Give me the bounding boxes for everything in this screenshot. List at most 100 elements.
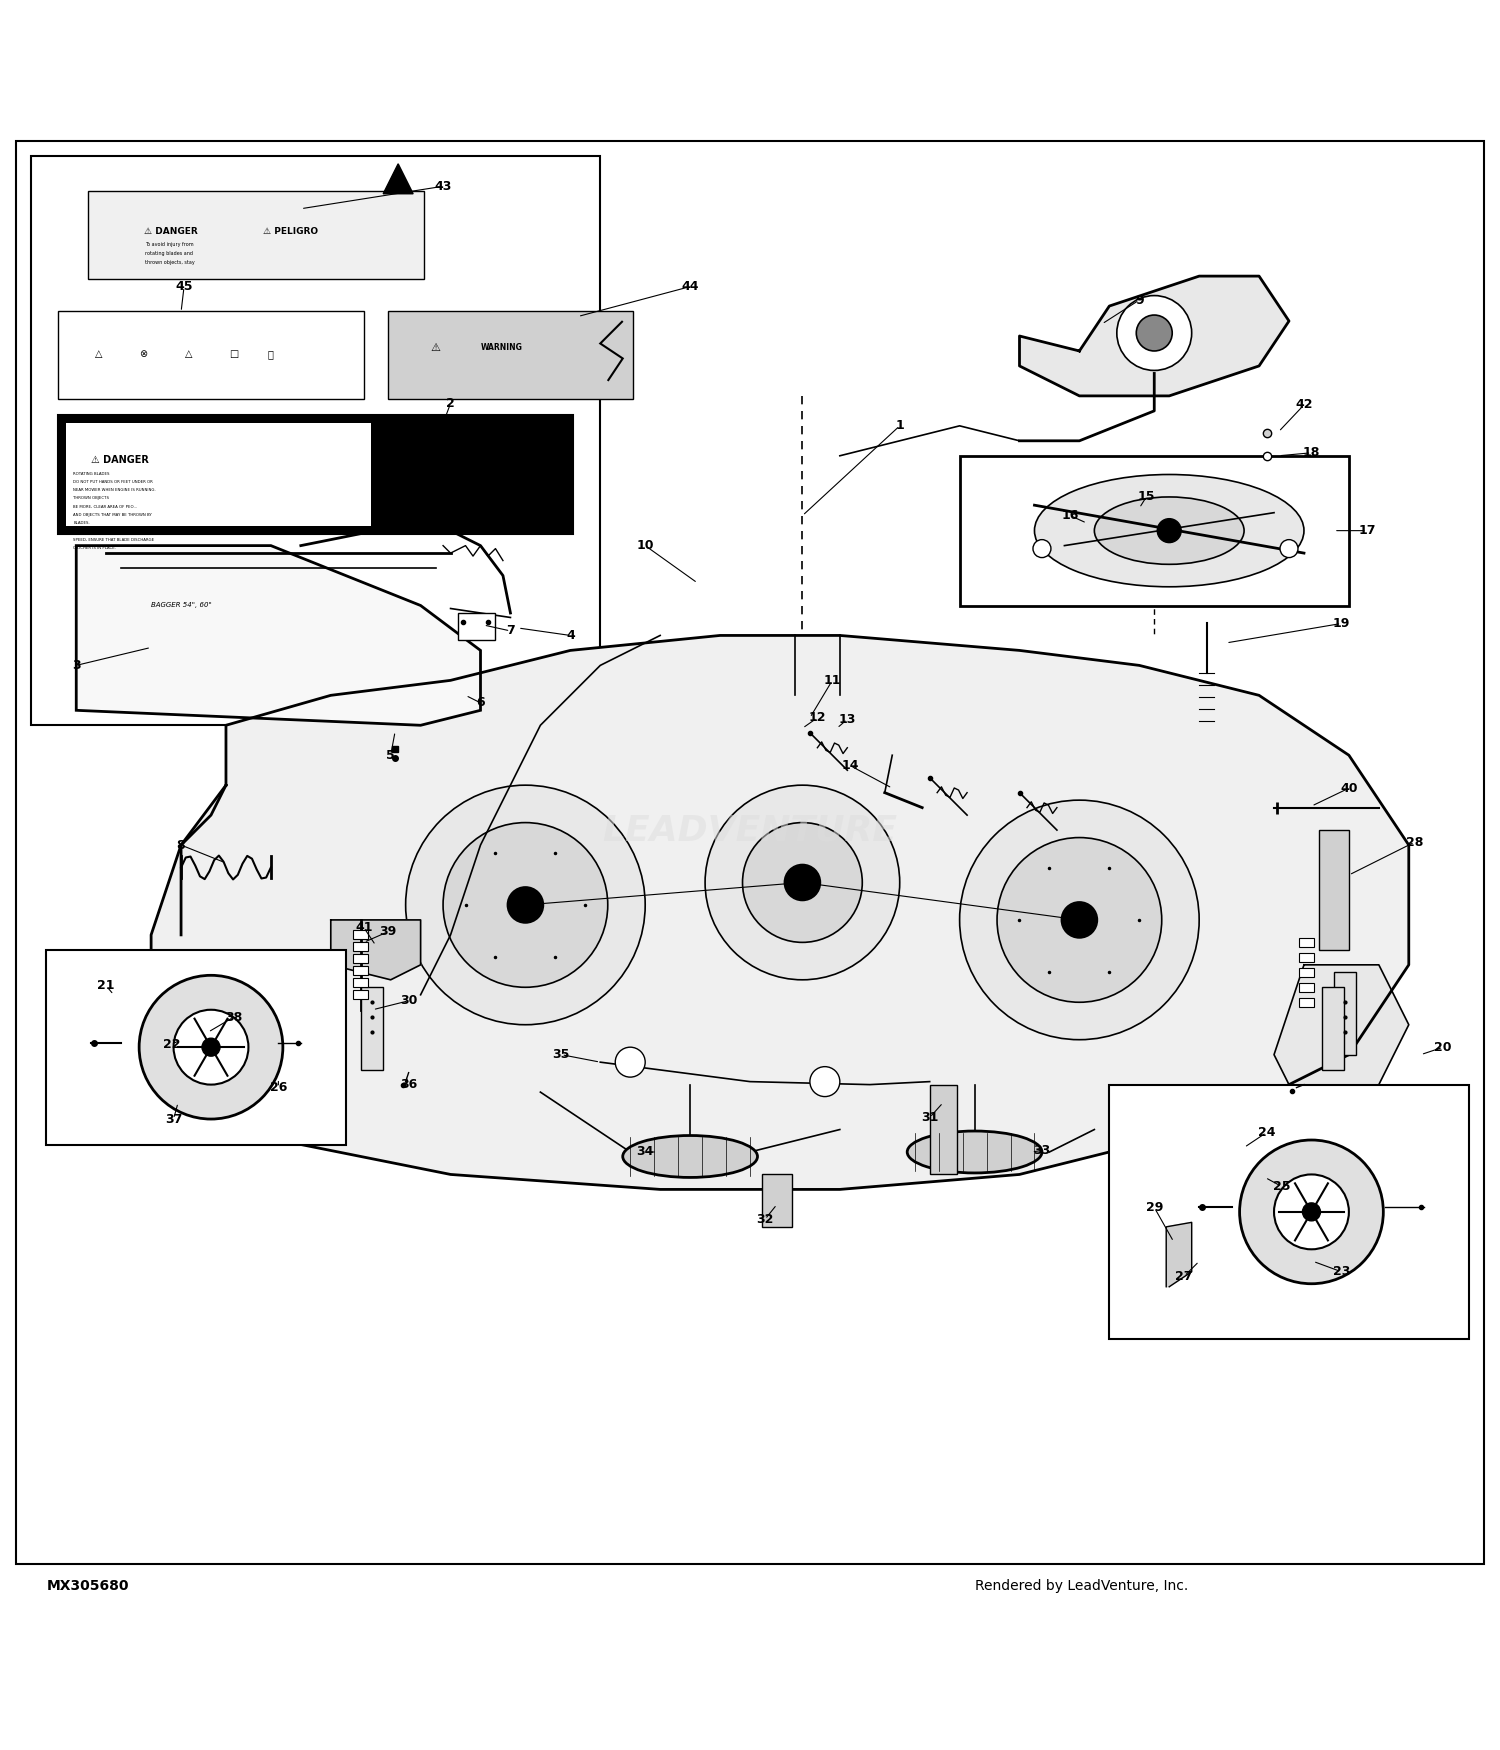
Text: ⚠: ⚠ xyxy=(430,343,441,354)
Circle shape xyxy=(1274,1174,1348,1249)
Text: 37: 37 xyxy=(165,1113,183,1125)
Text: 36: 36 xyxy=(400,1078,417,1090)
Text: ⚠ DANGER: ⚠ DANGER xyxy=(144,228,198,236)
Text: △: △ xyxy=(94,348,102,359)
Text: AND OBJECTS THAT MAY BE THROWN BY: AND OBJECTS THAT MAY BE THROWN BY xyxy=(74,513,152,516)
Circle shape xyxy=(202,1038,220,1057)
Text: 16: 16 xyxy=(1062,509,1078,522)
Ellipse shape xyxy=(622,1136,758,1178)
Circle shape xyxy=(615,1046,645,1078)
Bar xyxy=(32,156,600,724)
Circle shape xyxy=(442,822,608,987)
Circle shape xyxy=(1137,315,1172,352)
Text: 👤: 👤 xyxy=(268,348,274,359)
Circle shape xyxy=(405,786,645,1026)
Text: LEADVENTURE: LEADVENTURE xyxy=(603,814,897,847)
Text: 45: 45 xyxy=(176,280,194,292)
Bar xyxy=(458,612,495,640)
Text: 11: 11 xyxy=(824,674,842,686)
FancyBboxPatch shape xyxy=(66,424,370,527)
Text: 28: 28 xyxy=(1406,835,1423,849)
Ellipse shape xyxy=(1095,497,1244,564)
Text: ROTATING BLADES: ROTATING BLADES xyxy=(74,473,110,476)
Text: 5: 5 xyxy=(387,749,394,761)
Text: 19: 19 xyxy=(1332,618,1350,630)
Bar xyxy=(762,1174,792,1227)
Text: □: □ xyxy=(230,348,238,359)
Text: 9: 9 xyxy=(1136,294,1143,306)
Text: 25: 25 xyxy=(1274,1180,1290,1194)
Text: 24: 24 xyxy=(1258,1125,1275,1139)
Text: 33: 33 xyxy=(1034,1144,1050,1157)
Circle shape xyxy=(1156,518,1180,542)
Polygon shape xyxy=(152,635,1408,1190)
Text: Rendered by LeadVenture, Inc.: Rendered by LeadVenture, Inc. xyxy=(975,1578,1188,1592)
Polygon shape xyxy=(1274,964,1408,1115)
Text: 26: 26 xyxy=(270,1082,286,1094)
Bar xyxy=(352,931,368,940)
Text: 31: 31 xyxy=(921,1111,939,1124)
Text: 23: 23 xyxy=(1332,1265,1350,1278)
Circle shape xyxy=(1034,539,1052,558)
Text: 38: 38 xyxy=(225,1011,242,1024)
Text: 13: 13 xyxy=(839,712,856,726)
Text: 21: 21 xyxy=(98,980,116,992)
Text: 6: 6 xyxy=(476,696,484,709)
Text: THROWN OBJECTS: THROWN OBJECTS xyxy=(74,497,110,500)
Text: 29: 29 xyxy=(1146,1200,1162,1214)
Text: WARNING: WARNING xyxy=(480,343,522,352)
Bar xyxy=(1110,1085,1468,1339)
Text: DO NOT OPERATE MOWER AT HIGH: DO NOT OPERATE MOWER AT HIGH xyxy=(74,530,142,534)
Text: △: △ xyxy=(184,348,192,359)
Bar xyxy=(1318,830,1348,950)
Text: 42: 42 xyxy=(1294,399,1312,411)
Text: 17: 17 xyxy=(1358,525,1376,537)
Bar xyxy=(1322,987,1344,1069)
Text: 20: 20 xyxy=(1434,1041,1452,1054)
Text: 34: 34 xyxy=(636,1146,654,1158)
Text: To avoid injury from: To avoid injury from xyxy=(146,242,194,247)
FancyBboxPatch shape xyxy=(58,415,573,534)
Bar xyxy=(360,987,382,1069)
Text: 39: 39 xyxy=(380,926,396,938)
Bar xyxy=(1299,997,1314,1006)
Circle shape xyxy=(1280,539,1298,558)
Text: 43: 43 xyxy=(435,180,451,192)
Bar xyxy=(352,954,368,963)
Text: 22: 22 xyxy=(164,1038,182,1050)
Circle shape xyxy=(174,1010,249,1085)
Circle shape xyxy=(1239,1139,1383,1284)
Bar xyxy=(352,942,368,952)
Text: MX305680: MX305680 xyxy=(46,1578,129,1592)
Text: CATCHER IS IN PLACE.: CATCHER IS IN PLACE. xyxy=(74,546,117,550)
Polygon shape xyxy=(382,164,412,194)
Polygon shape xyxy=(332,920,420,980)
Circle shape xyxy=(998,838,1161,1003)
Text: NEAR MOWER WHEN ENGINE IS RUNNING.: NEAR MOWER WHEN ENGINE IS RUNNING. xyxy=(74,488,156,492)
Bar xyxy=(352,990,368,999)
Text: 30: 30 xyxy=(400,994,417,1008)
Bar xyxy=(352,978,368,987)
FancyBboxPatch shape xyxy=(58,310,363,399)
Text: 10: 10 xyxy=(636,539,654,551)
Text: SPEED, ENSURE THAT BLADE DISCHARGE: SPEED, ENSURE THAT BLADE DISCHARGE xyxy=(74,537,154,541)
Polygon shape xyxy=(1020,276,1288,396)
Circle shape xyxy=(742,822,862,942)
Text: 4: 4 xyxy=(566,628,574,642)
Ellipse shape xyxy=(1035,474,1304,586)
Circle shape xyxy=(705,786,900,980)
Text: 7: 7 xyxy=(506,625,515,637)
Ellipse shape xyxy=(489,434,526,516)
Text: 27: 27 xyxy=(1176,1270,1192,1283)
Text: 40: 40 xyxy=(1340,782,1358,794)
Circle shape xyxy=(140,975,284,1118)
Bar xyxy=(960,455,1348,606)
Circle shape xyxy=(960,800,1198,1040)
Ellipse shape xyxy=(908,1130,1042,1172)
Text: 35: 35 xyxy=(552,1048,570,1060)
Text: 44: 44 xyxy=(681,280,699,292)
PathPatch shape xyxy=(76,546,480,724)
Bar xyxy=(1334,973,1356,1055)
Text: ⊗: ⊗ xyxy=(140,348,147,359)
Text: 32: 32 xyxy=(756,1213,774,1225)
